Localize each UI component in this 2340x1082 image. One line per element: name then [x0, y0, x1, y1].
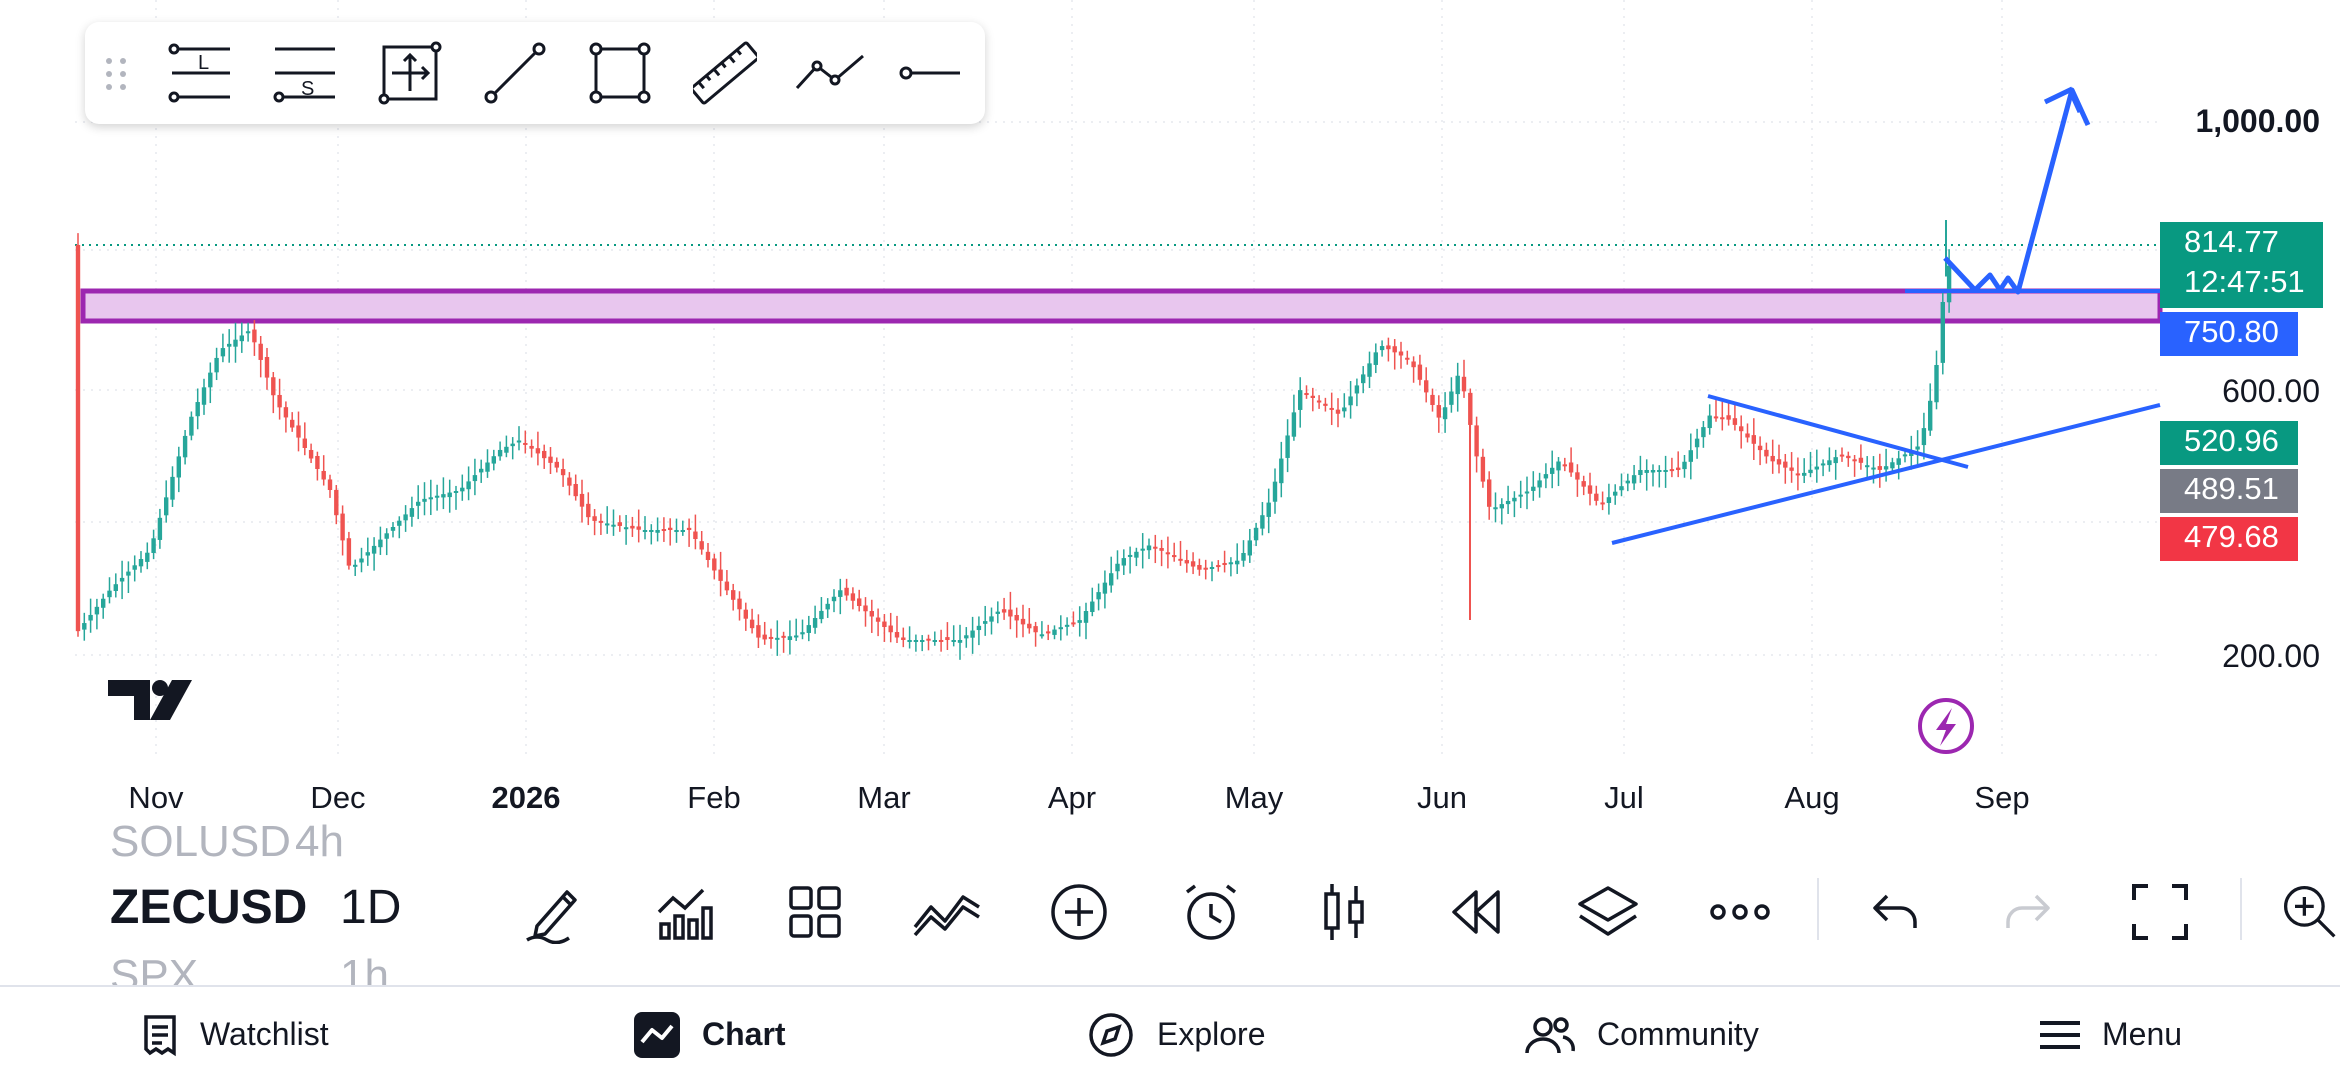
tradingview-logo-icon — [108, 680, 192, 720]
trend-line-tool-icon[interactable] — [480, 38, 550, 108]
time-axis-label: Feb — [687, 780, 741, 815]
layouts-icon[interactable] — [775, 872, 855, 952]
symbol-current[interactable]: ZECUSD 1D — [110, 880, 401, 935]
lightning-icon[interactable] — [1918, 698, 1974, 754]
time-axis-label: Nov — [128, 780, 184, 815]
rectangle-tool-icon[interactable] — [585, 38, 655, 108]
price-chart[interactable] — [0, 0, 2340, 840]
red-level-tag: 479.68 — [2160, 517, 2298, 561]
resistance-zone[interactable] — [80, 288, 2163, 324]
nav-label: Menu — [2102, 1016, 2183, 1052]
short-position-tool-icon[interactable]: S — [270, 38, 340, 108]
hamburger-icon — [2040, 1020, 2080, 1049]
compare-icon[interactable] — [907, 872, 987, 952]
long-position-tool-icon[interactable]: L — [165, 38, 235, 108]
toolbar-divider — [1817, 878, 1819, 940]
symbol-interval: 1D — [340, 881, 402, 934]
pencil-icon[interactable] — [513, 872, 593, 952]
line-level-tag: 750.80 — [2160, 312, 2298, 356]
symbol-interval: 1h — [340, 951, 389, 985]
bar-countdown: 12:47:51 — [2184, 264, 2305, 299]
time-axis-label: 2026 — [491, 780, 561, 815]
symbol-name: SOLUSD — [110, 822, 291, 862]
time-axis-label: Dec — [310, 780, 366, 815]
drag-handle-icon[interactable] — [103, 56, 129, 92]
replay-icon[interactable] — [1436, 872, 1516, 952]
symbol-previous[interactable]: SOLUSD4h — [110, 822, 344, 862]
toolbar-divider — [2240, 878, 2242, 940]
undo-icon[interactable] — [1855, 872, 1935, 952]
watchlist-icon — [144, 1014, 176, 1056]
nav-community[interactable]: Community — [1525, 987, 1759, 1082]
layers-icon[interactable] — [1568, 872, 1648, 952]
svg-text:S: S — [301, 78, 314, 100]
price-range-tool-icon[interactable] — [375, 38, 445, 108]
chart-area[interactable]: 1,000.00 600.00 200.00 814.77 12:47:51 7… — [0, 0, 2340, 840]
fullscreen-icon[interactable] — [2120, 872, 2200, 952]
nav-label: Community — [1597, 1016, 1759, 1052]
nav-label: Chart — [702, 1016, 786, 1052]
alarm-icon[interactable] — [1171, 872, 1251, 952]
bottom-nav: Watchlist Chart Explore Community Menu — [0, 985, 2340, 1082]
triangle-pattern[interactable] — [1611, 394, 2161, 545]
symbol-interval: 4h — [295, 822, 344, 862]
nav-label: Explore — [1157, 1016, 1266, 1052]
symbol-name: SPX — [110, 951, 199, 985]
symbol-name: ZECUSD — [110, 881, 308, 934]
time-axis-label: Sep — [1974, 780, 2030, 815]
time-axis-label: Mar — [857, 780, 911, 815]
community-icon — [1525, 1016, 1575, 1053]
green-level-tag: 520.96 — [2160, 421, 2298, 465]
candles-icon[interactable] — [1304, 872, 1384, 952]
redo-icon — [1988, 872, 2068, 952]
nav-label: Watchlist — [200, 1016, 329, 1052]
last-price-tag: 814.77 12:47:51 — [2160, 222, 2323, 308]
candlestick-series — [75, 220, 1952, 660]
last-price-value: 814.77 — [2184, 224, 2279, 259]
zoom-icon[interactable] — [2280, 872, 2340, 952]
compass-icon — [1089, 1012, 1133, 1057]
chart-icon — [634, 1011, 680, 1058]
more-icon[interactable] — [1700, 872, 1780, 952]
time-axis-label: Jun — [1417, 780, 1467, 815]
ruler-tool-icon[interactable] — [690, 38, 760, 108]
gray-level-tag: 489.51 — [2160, 469, 2298, 513]
drawing-toolbar: L S — [85, 22, 985, 124]
time-axis-label: Aug — [1784, 780, 1840, 815]
price-scale-label: 600.00 — [2222, 373, 2320, 409]
price-scale-label: 1,000.00 — [2195, 103, 2320, 139]
indicators-icon[interactable] — [645, 872, 725, 952]
price-scale-label: 200.00 — [2222, 638, 2320, 674]
time-axis-label: May — [1224, 780, 1284, 815]
ray-tool-icon[interactable] — [895, 38, 965, 108]
time-axis-label: Jul — [1604, 780, 1644, 815]
path-tool-icon[interactable] — [795, 38, 865, 108]
svg-text:L: L — [198, 52, 209, 74]
bottom-toolbar — [0, 840, 2340, 985]
time-axis-label: Apr — [1047, 780, 1097, 815]
nav-menu[interactable]: Menu — [2040, 987, 2182, 1082]
projection-path[interactable] — [1943, 87, 2091, 295]
symbol-next[interactable]: SPX 1h — [110, 950, 389, 985]
add-icon[interactable] — [1039, 872, 1119, 952]
nav-explore[interactable]: Explore — [1087, 987, 1266, 1082]
nav-chart[interactable]: Chart — [634, 987, 786, 1082]
nav-watchlist[interactable]: Watchlist — [142, 987, 329, 1082]
